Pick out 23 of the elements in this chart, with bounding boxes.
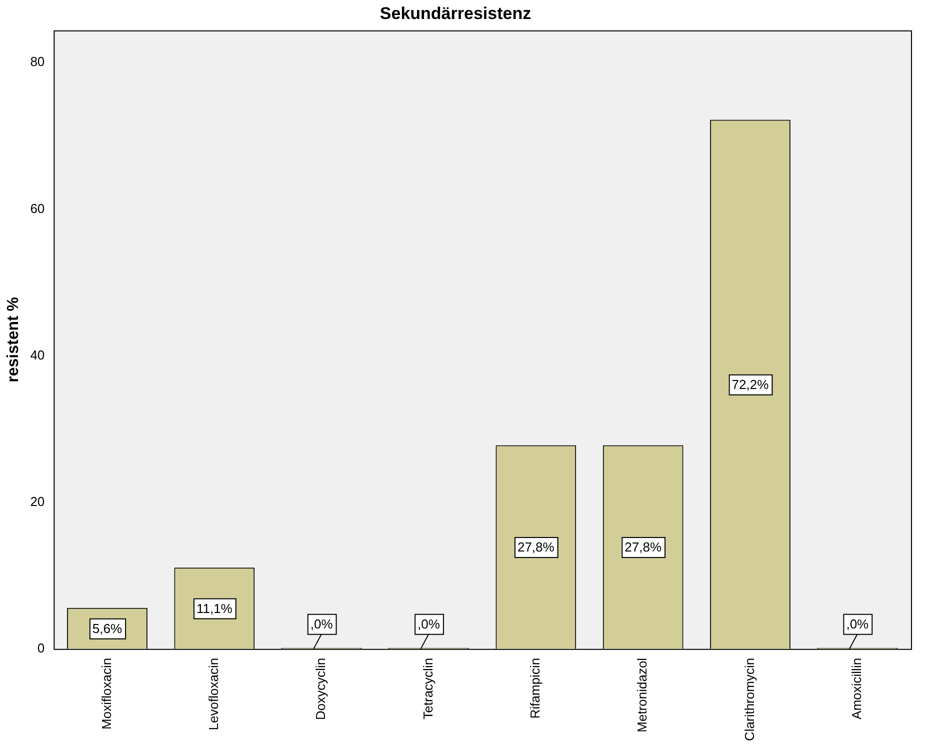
x-tick-label: Metronidazol (634, 658, 650, 732)
data-label: ,0% (310, 616, 334, 632)
data-label: 27,8% (624, 540, 662, 555)
x-tick-label: Clarithromycin (742, 658, 757, 742)
x-tick-label: Doxycyclin (313, 658, 328, 720)
data-label: ,0% (846, 616, 870, 632)
y-tick-label: 0 (37, 640, 45, 656)
data-label: 11,1% (196, 600, 233, 616)
y-tick-label: 20 (30, 494, 45, 509)
y-tick-label: 80 (30, 54, 45, 70)
y-tick-label: 40 (30, 347, 45, 362)
y-axis-title: resistent % (5, 296, 22, 382)
x-tick-label: Levofloxacin (206, 658, 221, 730)
y-tick-label: 60 (30, 200, 45, 216)
data-label: 27,8% (517, 540, 555, 555)
chart-title: Sekundärresistenz (380, 4, 532, 23)
data-label: 5,6% (92, 620, 122, 636)
x-tick-label: Moxifloxacin (98, 658, 114, 730)
data-label: 72,2% (732, 376, 770, 392)
x-tick-label: Tetracyclin (420, 658, 436, 720)
x-tick-label: Rifampicin (527, 658, 542, 719)
x-tick-label: Amoxicillin (848, 658, 864, 720)
data-label: ,0% (418, 616, 440, 632)
